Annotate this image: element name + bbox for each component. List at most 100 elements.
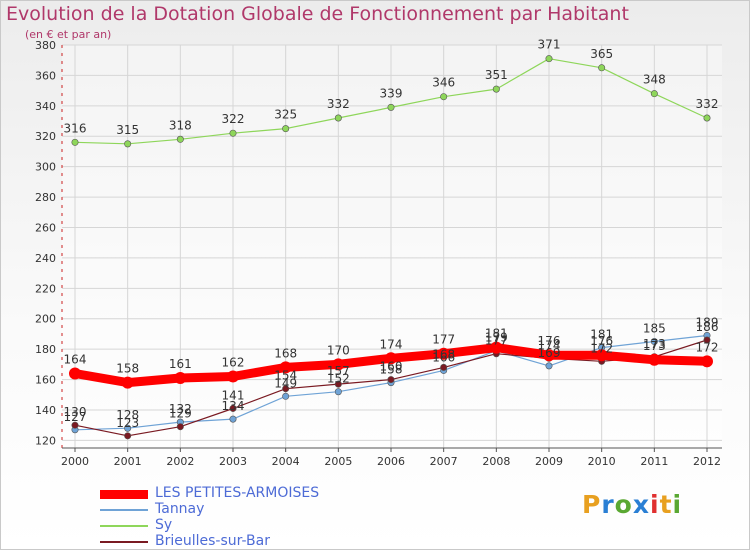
data-label-0: 176 [590, 334, 613, 348]
logo-letter: i [650, 490, 660, 519]
data-point-2 [650, 90, 658, 98]
data-point-2 [229, 129, 237, 137]
data-label-1: 152 [327, 372, 350, 386]
y-tick-label: 300 [35, 161, 56, 174]
data-point-2 [71, 138, 79, 146]
legend-label: Brieulles-sur-Bar [155, 533, 270, 549]
data-point-0 [69, 367, 81, 380]
data-label-1: 134 [222, 399, 245, 413]
x-tick-label: 2007 [430, 455, 458, 468]
y-tick-label: 340 [35, 100, 56, 113]
data-point-2 [124, 140, 132, 148]
data-point-0 [279, 361, 292, 374]
series-group [69, 55, 713, 440]
data-label-3: 186 [696, 320, 719, 334]
data-point-2 [334, 114, 342, 122]
data-label-2: 351 [485, 68, 508, 82]
data-point-2 [440, 93, 448, 101]
y-tick-label: 160 [35, 374, 56, 387]
data-point-0 [227, 370, 239, 383]
data-label-3: 172 [590, 341, 613, 355]
axes: 120 140 160 180 200 220 240 260 280 300 320 340 360 3… [35, 39, 722, 468]
x-tick-label: 2012 [693, 455, 721, 468]
x-tick-label: 2009 [535, 455, 563, 468]
x-tick-label: 2006 [377, 455, 405, 468]
data-point-2 [492, 85, 500, 93]
x-tick-label: 2005 [324, 455, 352, 468]
data-label-1: 158 [380, 363, 403, 377]
y-tick-label: 240 [35, 252, 56, 265]
logo-letter: r [601, 490, 615, 519]
data-point-2 [176, 135, 184, 143]
y-tick-label: 120 [35, 434, 56, 447]
y-tick-label: 380 [35, 39, 56, 52]
legend-swatch [100, 489, 148, 499]
data-label-3: 129 [169, 407, 192, 421]
data-label-3: 168 [432, 347, 455, 361]
legend-label: Tannay [155, 501, 205, 517]
x-tick-label: 2008 [482, 455, 510, 468]
data-label-0: 181 [485, 327, 508, 341]
y-tick-label: 260 [35, 221, 56, 234]
y-tick-label: 280 [35, 191, 56, 204]
legend: LES PETITES-ARMOISES Tannay Sy Brieulles-su… [100, 485, 360, 550]
data-label-2: 315 [116, 123, 139, 137]
y-tick-label: 200 [35, 313, 56, 326]
legend-label: LES PETITES-ARMOISES [155, 485, 320, 501]
logo-letter: x [632, 490, 650, 519]
legend-label: Sy [155, 517, 173, 533]
data-label-2: 332 [696, 97, 719, 111]
data-point-3 [440, 363, 448, 371]
data-label-1: 149 [274, 376, 297, 390]
data-point-1 [650, 338, 658, 346]
legend-swatch [100, 525, 148, 527]
data-point-3 [124, 432, 132, 440]
data-point-2 [545, 55, 553, 63]
data-point-0 [121, 376, 134, 389]
data-point-1 [229, 415, 237, 423]
logo-letter: t [659, 490, 673, 519]
data-label-3: 130 [64, 405, 87, 419]
data-label-3: 177 [485, 334, 508, 348]
logo-letter: P [582, 490, 602, 519]
x-tick-label: 2010 [588, 455, 616, 468]
data-point-0 [385, 352, 397, 365]
data-point-2 [282, 125, 290, 133]
logo-letter: o [614, 490, 633, 519]
data-label-2: 325 [274, 108, 297, 122]
y-tick-label: 140 [35, 404, 56, 417]
data-label-0: 176 [538, 334, 561, 348]
data-label-1: 132 [169, 402, 192, 416]
data-point-3 [282, 385, 290, 393]
data-point-0 [437, 347, 450, 360]
data-point-1 [545, 362, 553, 370]
data-label-3: 160 [380, 360, 403, 374]
data-label-2: 346 [432, 76, 455, 90]
data-point-2 [703, 114, 711, 122]
data-label-0: 177 [432, 333, 455, 347]
x-tick-label: 2000 [61, 455, 89, 468]
data-point-0 [595, 349, 608, 362]
data-label-3: 174 [538, 338, 561, 352]
data-label-2: 332 [327, 97, 350, 111]
chart-subtitle: (en € et par an) [25, 28, 112, 41]
legend-swatch [100, 541, 148, 543]
data-label-1: 181 [590, 328, 613, 342]
x-tick-label: 2004 [272, 455, 300, 468]
legend-item-1: Tannay [100, 501, 360, 518]
data-label-0: 164 [64, 352, 87, 366]
data-label-2: 365 [590, 47, 613, 61]
data-point-1 [124, 424, 132, 432]
data-label-1: 189 [696, 315, 719, 329]
data-label-3: 173 [643, 337, 666, 351]
data-point-0 [332, 358, 345, 371]
data-point-3 [176, 423, 184, 431]
data-label-0: 158 [116, 362, 139, 376]
data-label-3: 123 [116, 416, 139, 430]
data-label-1: 127 [64, 410, 87, 424]
data-label-0: 168 [274, 346, 297, 360]
data-label-0: 162 [222, 356, 245, 370]
data-label-2: 339 [380, 86, 403, 100]
